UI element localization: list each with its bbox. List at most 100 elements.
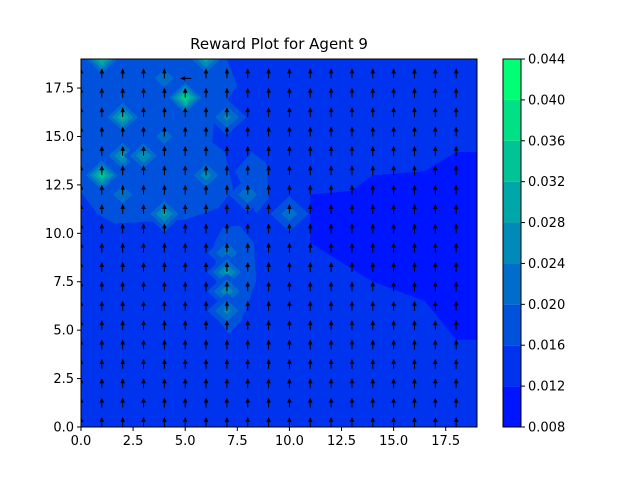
quiver-arrow: [328, 203, 334, 214]
colorbar-band: [503, 345, 521, 387]
quiver-arrow: [245, 165, 251, 176]
quiver-arrow: [287, 87, 292, 98]
quiver-arrow: [162, 300, 167, 311]
quiver-arrow: [182, 184, 188, 195]
quiver-arrow: [307, 203, 313, 214]
quiver-arrow: [120, 358, 125, 369]
quiver-arrow: [328, 358, 334, 369]
quiver-arrow: [141, 358, 146, 369]
quiver-arrow: [182, 417, 188, 427]
quiver-arrow: [245, 68, 251, 79]
quiver-arrow: [182, 242, 188, 253]
quiver-arrow: [328, 397, 334, 408]
quiver-arrow: [203, 417, 209, 427]
quiver-arrow: [162, 320, 167, 331]
quiver-arrow: [162, 358, 167, 369]
quiver-arrow: [162, 184, 167, 195]
quiver-arrow: [349, 145, 355, 156]
colorbar-band: [503, 140, 521, 182]
quiver-arrow: [412, 339, 417, 350]
quiver-arrow: [141, 223, 146, 234]
quiver-arrow: [224, 281, 230, 292]
quiver-arrow: [81, 203, 84, 214]
quiver-arrow: [120, 87, 125, 98]
quiver-arrow: [99, 417, 105, 427]
quiver-arrow: [287, 378, 292, 389]
quiver-arrow: [203, 145, 209, 156]
quiver-arrow: [433, 68, 438, 79]
quiver-arrow: [412, 378, 417, 389]
quiver-arrow: [412, 68, 417, 79]
quiver-arrow: [453, 339, 459, 350]
colorbar-band: [503, 59, 521, 100]
quiver-arrow: [370, 68, 376, 79]
quiver-arrow: [391, 184, 396, 195]
contour-hotspot: [123, 137, 164, 175]
quiver-arrow: [391, 145, 396, 156]
quiver-arrow: [120, 68, 125, 79]
quiver-arrow: [391, 165, 396, 176]
quiver-arrow: [245, 397, 251, 408]
quiver-arrow: [328, 107, 334, 118]
quiver-arrow: [120, 203, 125, 214]
quiver-arrow: [349, 184, 355, 195]
quiver-arrow: [162, 165, 167, 176]
quiver-arrow: [141, 397, 146, 408]
quiver-arrow: [328, 68, 334, 79]
quiver-arrow: [391, 87, 396, 98]
quiver-arrow: [391, 68, 396, 79]
colorbar-tick-label: 0.028: [528, 216, 565, 231]
quiver-arrow: [328, 184, 334, 195]
quiver-arrow: [81, 126, 84, 137]
colorbar: 0.008 0.012 0.016 0.020 0.024 0.028 0.032 0.036…: [502, 53, 565, 436]
quiver-arrow: [328, 339, 334, 350]
quiver-arrow: [412, 145, 417, 156]
quiver-arrow: [162, 339, 167, 350]
quiver-arrow: [433, 203, 438, 214]
x-axis: 0.0 2.5 5.0 7.5 10.0 12.5 15.0 17.5: [71, 427, 460, 449]
quiver-arrow: [120, 378, 125, 389]
quiver-arrow: [81, 68, 84, 79]
quiver-arrow: [433, 300, 438, 311]
plot-area: [81, 59, 477, 427]
quiver-arrow: [287, 165, 292, 176]
quiver-arrow: [307, 339, 313, 350]
quiver-arrow: [349, 417, 355, 427]
quiver-arrow: [182, 300, 188, 311]
colorbar-tick-label: 0.044: [528, 53, 565, 68]
quiver-arrow: [370, 320, 376, 331]
colorbar-band: [503, 222, 521, 264]
quiver-arrow: [99, 397, 105, 408]
contour-hotspot: [186, 59, 226, 78]
quiver-arrow: [453, 107, 459, 118]
quiver-arrow: [99, 87, 105, 98]
quiver-arrow: [141, 184, 146, 195]
colorbar-tick-label: 0.036: [528, 134, 565, 149]
quiver-arrow: [370, 339, 376, 350]
x-tick-label: 17.5: [431, 434, 460, 449]
quiver-arrow: [141, 262, 146, 273]
quiver-arrow: [328, 320, 334, 331]
quiver-arrow: [245, 145, 251, 156]
quiver-arrow: [349, 165, 355, 176]
quiver-arrow: [453, 242, 459, 253]
quiver-arrow: [328, 378, 334, 389]
hotspot-level: [223, 307, 231, 315]
quiver-arrow: [328, 242, 334, 253]
quiver-arrow: [287, 126, 292, 137]
quiver-arrow: [81, 320, 84, 331]
quiver-arrow: [412, 242, 417, 253]
colorbar-band: [503, 99, 521, 141]
quiver-arrow: [245, 358, 251, 369]
colorbar-tick-label: 0.016: [528, 339, 565, 354]
quiver-arrow: [328, 165, 334, 176]
quiver-arrow: [287, 68, 292, 79]
quiver-arrow: [141, 320, 146, 331]
quiver-arrow: [453, 145, 459, 156]
colorbar-band: [503, 386, 521, 427]
quiver-arrow: [266, 262, 271, 273]
quiver-arrow: [266, 203, 271, 214]
quiver-arrow: [203, 378, 209, 389]
quiver-arrow: [120, 262, 125, 273]
